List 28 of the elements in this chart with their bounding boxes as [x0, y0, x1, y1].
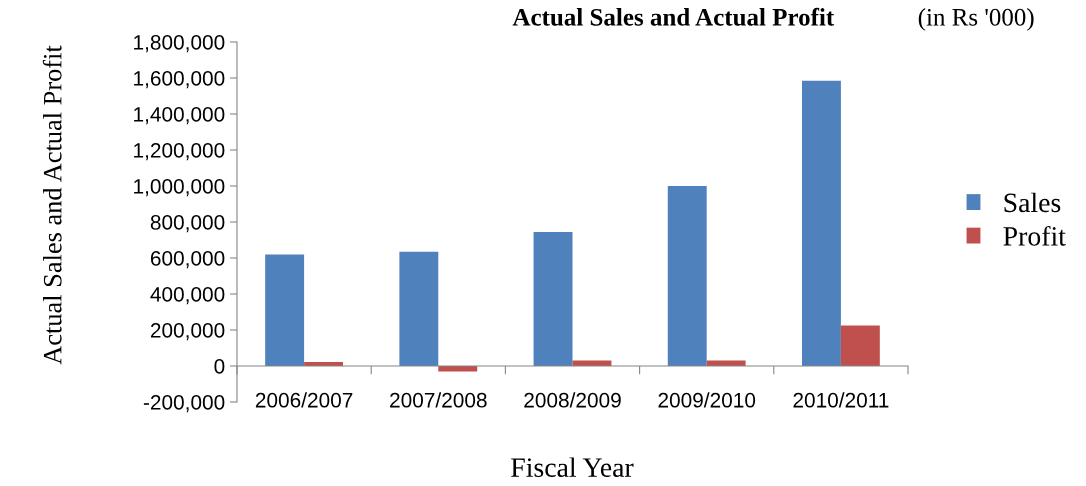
text: (in Rs '000) [918, 8, 1034, 31]
legend-label: Sales [1004, 192, 1061, 213]
y-tick-label: 1,200,000 [134, 143, 225, 161]
bar [801, 80, 841, 366]
y-tick-label: 400,000 [150, 287, 225, 305]
x-axis-title: Fiscal Year [511, 457, 634, 477]
y-tick-label: 0 [214, 359, 225, 374]
y-tick-label: 1,800,000 [134, 35, 225, 53]
y-tick-label: -200,000 [143, 395, 225, 413]
bar [399, 251, 439, 366]
y-tick-label: 600,000 [150, 251, 225, 269]
bar [533, 231, 573, 366]
x-tick-label: 2006/2007 [255, 392, 353, 408]
legend-label: Profit [1003, 225, 1066, 246]
y-axis-title: Actual Sales and Actual Profit [42, 45, 62, 365]
y-tick-label: 200,000 [150, 323, 225, 341]
y-tick-label: 1,000,000 [134, 179, 225, 197]
chart-title: Actual Sales and Actual Profit [512, 7, 835, 26]
y-tick-label: 1,400,000 [134, 107, 225, 125]
x-tick-label: 2010/2011 [793, 392, 889, 408]
bar [840, 325, 880, 366]
x-tick-label: 2007/2008 [390, 392, 487, 408]
y-tick-label: 800,000 [150, 215, 225, 233]
x-tick-label: 2008/2009 [524, 392, 621, 408]
bar [265, 254, 305, 366]
y-tick-label: 1,600,000 [134, 71, 225, 89]
bar [667, 186, 707, 366]
x-tick-label: 2009/2010 [658, 392, 756, 408]
